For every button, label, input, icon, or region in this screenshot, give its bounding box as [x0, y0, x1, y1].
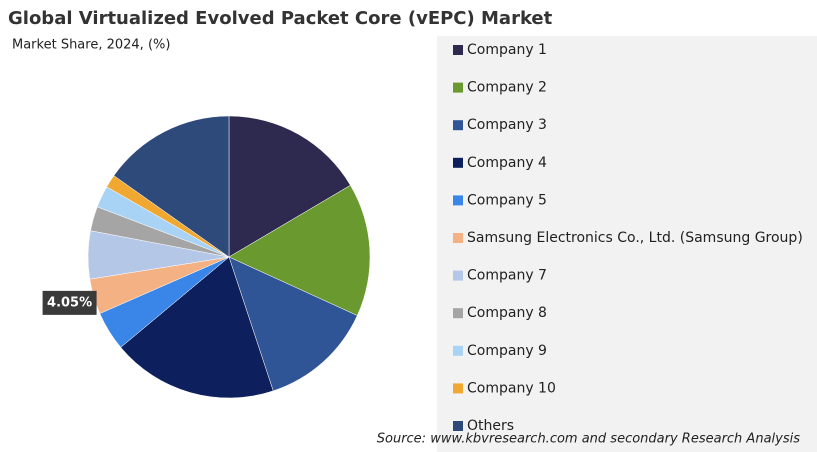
legend-label: Company 4 [467, 155, 547, 171]
data-label: 4.05% [47, 295, 92, 310]
legend-label: Company 3 [467, 117, 547, 133]
data-label-box [42, 290, 97, 315]
chart-subtitle: Market Share, 2024, (%) [12, 38, 170, 53]
pie-slice [120, 256, 274, 399]
legend-swatch [453, 383, 463, 394]
legend-swatch [453, 233, 463, 243]
legend-swatch [453, 195, 463, 206]
legend-swatch [453, 157, 463, 168]
legend-swatch [453, 120, 463, 131]
chart-title: Global Virtualized Evolved Packet Core (… [8, 8, 553, 29]
legend-label: Company 8 [467, 305, 547, 321]
legend-background [437, 36, 817, 452]
legend-label: Company 9 [467, 343, 547, 359]
legend-label: Company 5 [467, 192, 547, 208]
source-note: Source: www.kbvresearch.com and secondar… [377, 432, 800, 447]
legend-label: Company 1 [467, 42, 547, 58]
legend-label: Others [467, 418, 514, 434]
legend-label: Company 2 [467, 80, 547, 96]
legend-swatch [453, 82, 463, 93]
legend-swatch [453, 308, 463, 319]
legend-label: Samsung Electronics Co., Ltd. (Samsung G… [467, 230, 803, 246]
pie-slice [228, 184, 371, 316]
pie-slice [228, 115, 351, 258]
legend-label: Company 10 [467, 380, 556, 396]
legend-swatch [453, 45, 463, 55]
legend-swatch [453, 270, 463, 281]
legend-swatch [453, 345, 463, 356]
legend-label: Company 7 [467, 268, 547, 284]
pie-slice [113, 115, 230, 258]
pie-slice [228, 256, 358, 392]
legend-swatch [453, 421, 463, 431]
